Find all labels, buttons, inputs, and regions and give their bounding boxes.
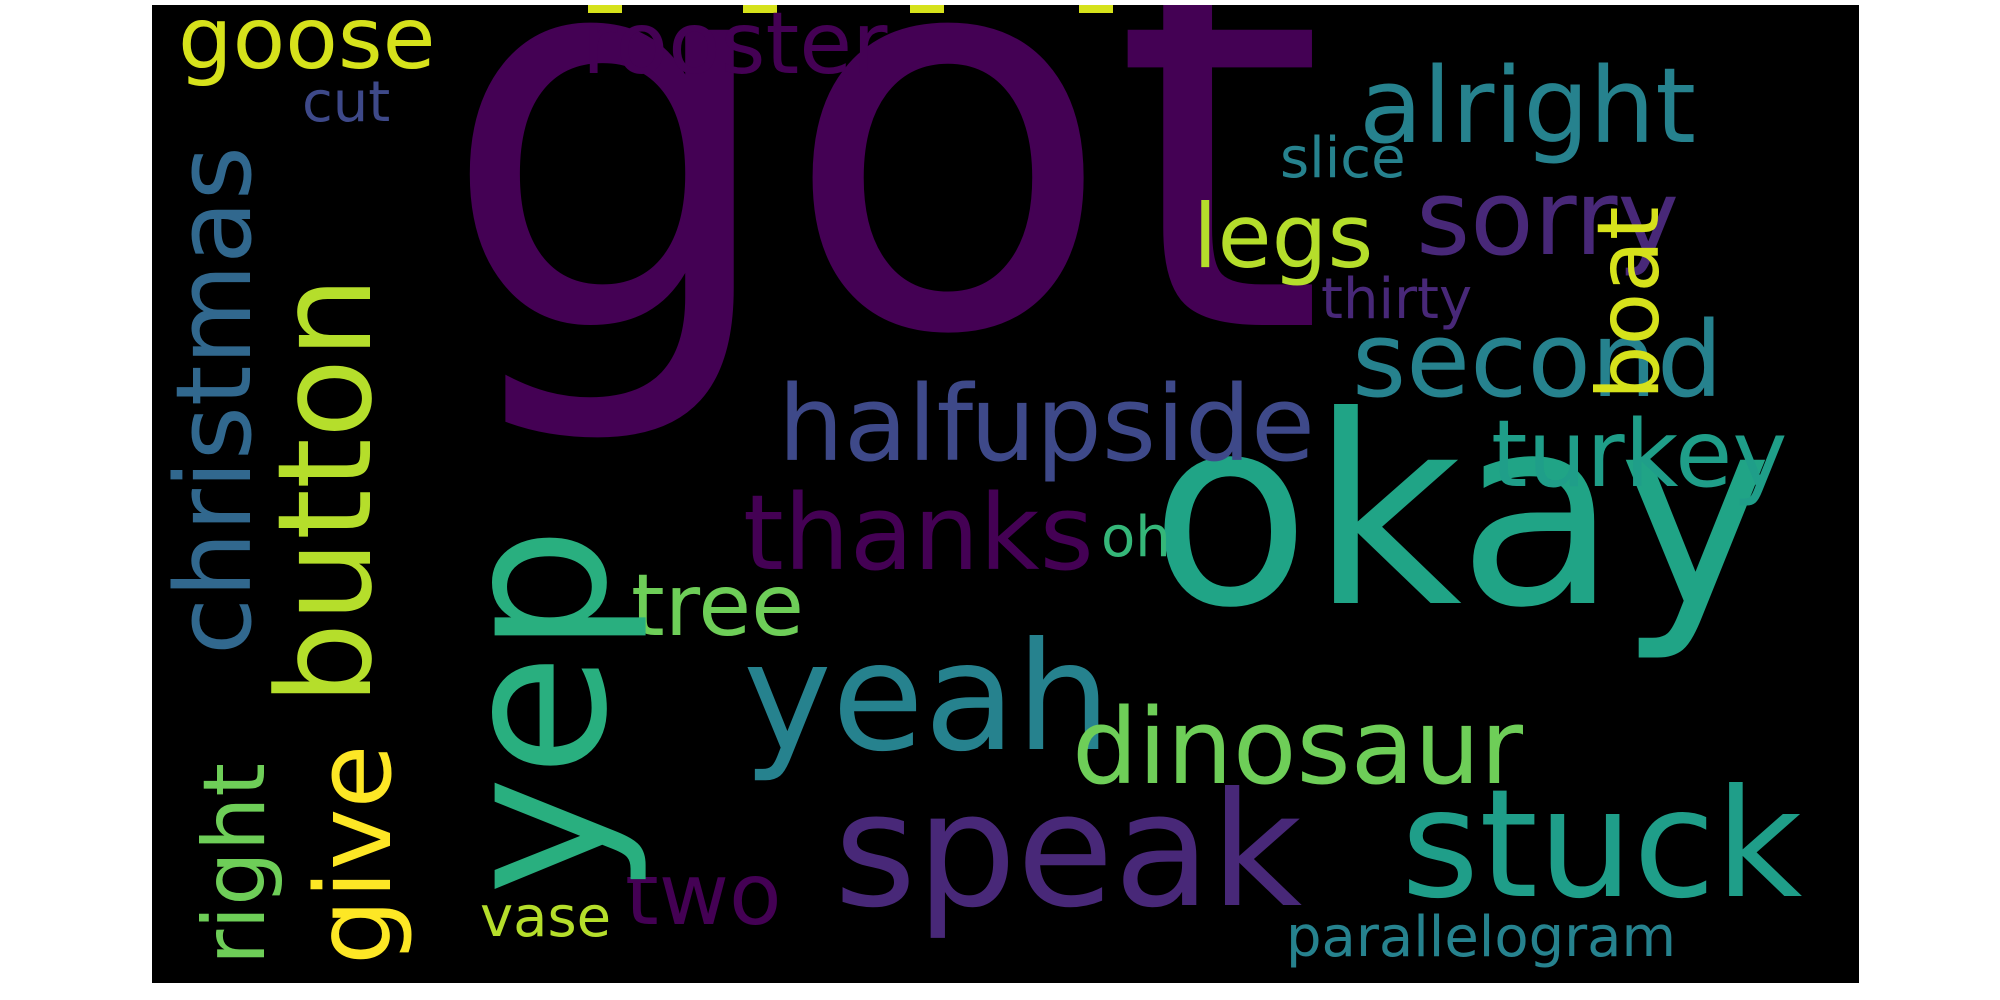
word-oh: oh [1101,505,1171,570]
clipped-word-fragment [743,5,777,13]
word-dinosaur: dinosaur [1072,686,1524,808]
clipped-word-fragment [910,5,944,13]
word-slice: slice [1280,126,1406,191]
word-yep: yep [419,526,652,895]
word-second: second [1352,299,1723,421]
word-alright: alright [1359,45,1696,167]
word-upside: upside [970,363,1316,485]
word-half: half [778,363,974,485]
word-vase: vase [480,885,612,950]
word-turkey: turkey [1491,400,1788,508]
word-thirty: thirty [1321,267,1473,332]
word-stuck: stuck [1401,758,1803,932]
word-cut: cut [302,70,391,135]
word-cloud: got okay speak yeah stuck upside half th… [152,5,1859,983]
word-give: give [293,744,415,965]
word-button: button [249,276,401,705]
word-legs: legs [1193,185,1374,288]
word-speak: speak [834,759,1303,943]
word-yeah: yeah [743,611,1112,785]
word-christmas: christmas [153,146,275,655]
word-sorry: sorry [1416,157,1680,279]
word-okay: okay [1150,360,1774,665]
word-right: right [185,762,285,965]
word-rooster: rooster [582,5,888,94]
word-goose: goose [178,5,436,89]
word-thanks: thanks [743,472,1094,594]
clipped-word-fragment [588,5,622,13]
word-tree: tree [631,556,805,656]
word-boat: boat [1579,206,1679,400]
clipped-word-fragment [1079,5,1113,13]
word-parallelogram: parallelogram [1286,905,1677,970]
word-two: two [625,845,782,945]
word-got: got [440,5,1325,453]
